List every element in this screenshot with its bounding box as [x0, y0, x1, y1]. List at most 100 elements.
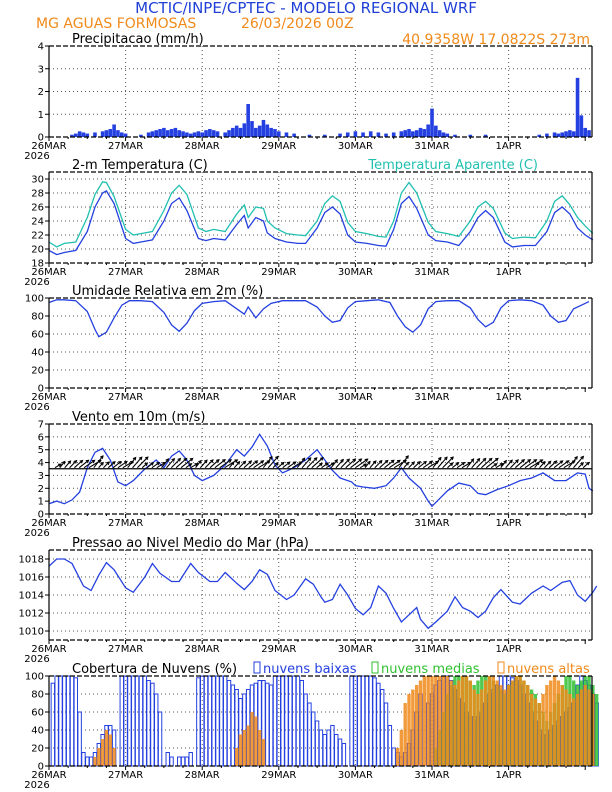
wind-arrow: [185, 463, 192, 469]
wind-arrow: [413, 461, 421, 469]
y-tick-label: 1010: [19, 627, 44, 638]
precip-bar: [468, 134, 473, 137]
wind-arrow-head: [242, 460, 247, 465]
cloud-bar-nuvens-baixas: [77, 711, 82, 767]
wind-arrow: [534, 461, 540, 469]
cloud-bar-nuvens-altas: [487, 676, 492, 766]
precip-bar: [322, 134, 327, 137]
wind-arrow: [277, 461, 285, 469]
wind-arrow-head: [580, 455, 585, 460]
y-tick-label: 100: [25, 672, 44, 683]
y-tick-label: 30: [31, 175, 44, 186]
wind-arrow: [398, 455, 409, 469]
wind-arrow-head: [156, 462, 161, 466]
wind-arrow-head: [234, 459, 239, 463]
y-tick-label: 28: [31, 189, 44, 200]
cloud-bar-nuvens-altas: [430, 676, 434, 766]
cloud-bar-nuvens-altas: [529, 694, 534, 766]
wind-arrow-head: [521, 459, 526, 463]
wind-arrow: [495, 463, 504, 469]
wind-arrow: [146, 462, 154, 469]
x-year-label: 2026: [24, 277, 49, 288]
precip-bar: [361, 132, 365, 137]
precip-bar: [430, 108, 434, 137]
header-location: MG AGUAS FORMOSAS: [36, 16, 196, 32]
wind-arrow-head: [352, 458, 357, 463]
header-coords: 40.9358W 17.0822S 273m: [402, 32, 590, 48]
y-tick-label: 20: [31, 366, 44, 377]
cloud-bar-nuvens-baixas: [150, 682, 155, 767]
precip-bar: [211, 130, 216, 137]
wind-panel: 0 1 2 3 4 5 67 26MAR 27MAR 28MAR 29MAR 30MAR 31MAR 1A…: [24, 410, 594, 539]
wind-arrow-head: [236, 460, 241, 465]
precip-bar: [77, 131, 82, 137]
wind-arrow-head: [319, 456, 324, 461]
cloud-bar-nuvens-baixas: [142, 675, 147, 767]
wind-arrow: [243, 460, 252, 469]
wind-arrow: [437, 456, 448, 469]
cloud-bar-nuvens-altas: [414, 685, 419, 766]
precip-bar: [238, 127, 243, 137]
y-tick-label: 40: [31, 726, 44, 737]
precip-bar: [81, 132, 86, 137]
wind-arrow-head: [539, 459, 544, 463]
wind-arrow: [553, 460, 564, 469]
wind-arrow-head: [228, 459, 233, 463]
cloud-bar-nuvens-baixas: [127, 675, 132, 767]
precip-bar: [376, 132, 381, 137]
wind-arrow-head: [559, 460, 564, 464]
x-day-label: 30MAR: [338, 518, 373, 529]
precip-bar: [261, 119, 266, 137]
precip-bar: [208, 129, 212, 137]
wind-arrow: [253, 460, 264, 469]
wind-arrow: [54, 463, 62, 469]
y-tick-label: 1018: [19, 555, 44, 566]
y-tick-label: 4: [38, 42, 44, 53]
y-tick-label: 6: [38, 432, 44, 443]
precip-bar: [104, 130, 109, 137]
cloud-bar-nuvens-baixas: [184, 756, 190, 767]
cloud-bar-nuvens-altas: [449, 680, 453, 766]
cloud-bar-nuvens-baixas: [65, 675, 71, 767]
wind-arrow-head: [188, 463, 193, 467]
wind-arrow: [170, 458, 181, 469]
cloud-bar-nuvens-baixas: [360, 675, 366, 767]
precip-bar: [119, 132, 124, 137]
cloud-bar-nuvens-baixas: [272, 675, 278, 767]
wind-arrow: [64, 460, 72, 469]
wind-arrow-head: [132, 456, 137, 461]
wind-arrow: [374, 460, 383, 469]
wind-arrow-head: [494, 457, 499, 462]
cloud-bar-nuvens-altas: [395, 748, 400, 766]
cloud-legend-swatch: [371, 661, 379, 674]
wind-arrow: [141, 462, 148, 469]
precip-bar: [223, 132, 227, 137]
cloud-bar-nuvens-baixas: [169, 756, 174, 767]
wind-arrow: [359, 463, 367, 469]
wind-arrow: [389, 459, 401, 469]
y-tick-label: 40: [31, 348, 44, 359]
cloud-bar-nuvens-altas: [575, 694, 580, 766]
cloud-bar-nuvens-altas: [434, 676, 438, 766]
precip-bar: [181, 131, 185, 137]
cloud-bar-nuvens-baixas: [318, 729, 324, 767]
wind-arrow: [384, 459, 395, 469]
precip-bar: [254, 127, 258, 137]
precip-bar: [154, 130, 159, 137]
cloud-bar-nuvens-altas: [549, 680, 553, 766]
wind-arrow: [296, 457, 306, 469]
precip-bar: [250, 121, 254, 137]
y-tick-label: 1: [38, 497, 44, 508]
cloud-bar-nuvens-baixas: [215, 675, 220, 767]
wind-title: Vento em 10m (m/s): [72, 410, 205, 425]
wind-arrow-head: [123, 460, 128, 465]
cloud-bar-nuvens-baixas: [196, 677, 201, 767]
cloud-bar-nuvens-baixas: [211, 675, 216, 767]
wind-arrow-head: [100, 455, 104, 459]
wind-arrow-head: [230, 461, 235, 466]
precip-bar: [345, 132, 350, 137]
wind-arrow-head: [536, 461, 540, 466]
wind-arrow-head: [346, 458, 351, 463]
precip-bar: [414, 130, 419, 137]
cloud-bar-nuvens-altas: [564, 689, 568, 766]
